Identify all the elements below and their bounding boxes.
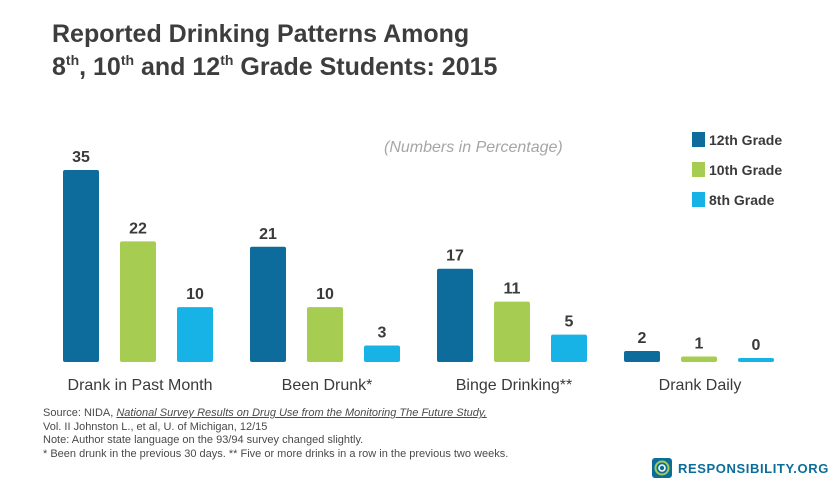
legend-item-10th: 10th Grade [692, 161, 783, 178]
bar-4-3 [738, 358, 774, 362]
legend-swatch-10th [692, 162, 705, 177]
data-label-4-3: 0 [752, 337, 761, 354]
legend-item-8th: 8th Grade [692, 191, 782, 208]
source-footnote: Source: NIDA, National Survey Results on… [43, 407, 508, 461]
chart-title-line2: 8th, 10th and 12th Grade Students: 2015 [52, 52, 498, 81]
bar-3-3 [551, 334, 587, 362]
source-citation: Vol. II Johnston L., et al, U. of Michig… [43, 420, 268, 433]
data-label-2-2: 10 [316, 286, 334, 303]
data-label-2-3: 3 [378, 325, 387, 342]
bar-3-2 [494, 301, 530, 362]
data-label-1-2: 22 [129, 220, 147, 237]
chart-title: Reported Drinking Patterns Among 8th, 10… [52, 18, 497, 84]
responsibility-logo-icon [652, 458, 672, 478]
data-label-4-2: 1 [695, 336, 704, 353]
bar-3-1 [437, 268, 473, 362]
bar-2-3 [364, 345, 400, 362]
legend-label-12th: 12th Grade [709, 131, 783, 148]
units-note: (Numbers in Percentage) [384, 139, 563, 156]
brand-text: RESPONSIBILITY.ORG [678, 460, 829, 476]
data-label-3-3: 5 [565, 314, 574, 331]
definitions-note: * Been drunk in the previous 30 days. **… [43, 447, 509, 460]
category-label-4: Drank Daily [659, 377, 742, 394]
category-label-3: Binge Drinking** [456, 377, 573, 394]
survey-note: Note: Author state language on the 93/94… [43, 434, 364, 447]
legend-item-12th: 12th Grade [692, 131, 783, 148]
data-label-4-1: 2 [638, 330, 647, 347]
category-label-1: Drank in Past Month [68, 377, 213, 394]
bar-1-1 [63, 170, 99, 362]
legend-swatch-12th [692, 132, 705, 147]
source-title: National Survey Results on Drug Use from… [116, 407, 487, 419]
bar-4-1 [624, 351, 660, 362]
legend-swatch-8th [692, 192, 705, 207]
data-label-1-3: 10 [186, 286, 204, 303]
legend: 12th Grade 10th Grade 8th Grade [692, 132, 782, 222]
data-label-3-2: 11 [504, 281, 521, 298]
data-label-1-1: 35 [72, 149, 90, 166]
data-label-3-1: 17 [446, 248, 464, 265]
category-label-2: Been Drunk* [282, 377, 373, 394]
bar-2-2 [307, 307, 343, 362]
data-label-2-1: 21 [259, 226, 277, 243]
source-line: Source: NIDA, National Survey Results on… [43, 407, 487, 419]
bar-4-2 [681, 356, 717, 362]
bar-1-2 [120, 241, 156, 362]
brand-logo: RESPONSIBILITY.ORG [652, 458, 829, 478]
chart-title-line1: Reported Drinking Patterns Among [52, 20, 470, 48]
legend-label-8th: 8th Grade [709, 191, 775, 208]
bar-1-3 [177, 307, 213, 362]
bar-2-1 [250, 246, 286, 362]
legend-label-10th: 10th Grade [709, 161, 783, 178]
